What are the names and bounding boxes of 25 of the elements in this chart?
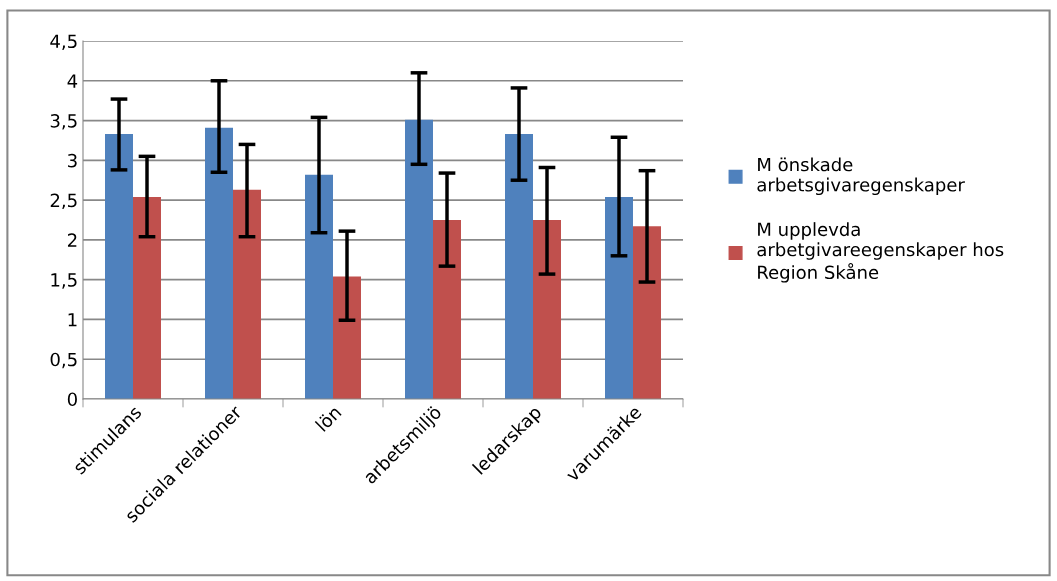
y-tick-label: 4 <box>67 74 78 88</box>
y-tick-label: 3 <box>68 153 77 168</box>
y-tick-label: 4,5 <box>50 34 77 50</box>
legend-label: M upplevda arbetgivareegenskaper hos Region Skåne <box>757 222 1004 283</box>
y-tick-label: 0 <box>67 392 77 407</box>
bar <box>133 196 161 399</box>
y-tick-label: 0,5 <box>50 352 77 369</box>
bar <box>533 220 561 399</box>
y-tick-label: 2 <box>67 233 77 247</box>
y-tick-label: 1 <box>68 313 77 327</box>
y-tick-label: 3,5 <box>50 114 77 130</box>
bar <box>205 127 233 399</box>
bar <box>305 174 333 399</box>
bar <box>605 196 633 399</box>
bar <box>405 119 433 399</box>
bar <box>633 226 661 399</box>
y-tick-label: 1,5 <box>51 273 77 289</box>
bar <box>333 276 361 399</box>
bar <box>505 134 533 399</box>
x-tick-label: lön <box>314 404 342 432</box>
bar <box>433 220 461 399</box>
y-tick-label: 2,5 <box>50 193 77 210</box>
bar <box>233 189 261 399</box>
legend-label: M önskade arbetsgivaregenskaper <box>757 157 965 196</box>
bar <box>105 134 133 399</box>
